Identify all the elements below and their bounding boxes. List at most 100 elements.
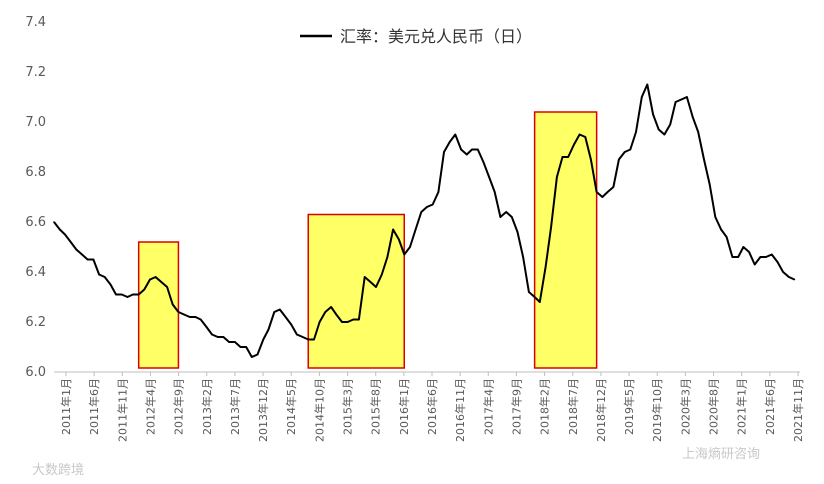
legend-label: 汇率：美元兑人民币（日）	[340, 27, 532, 46]
data-point	[318, 321, 321, 323]
data-point	[414, 228, 417, 231]
x-tick-label: 2015年3月	[341, 378, 355, 435]
x-tick-label: 2021年11月	[791, 378, 805, 442]
data-point	[307, 338, 310, 341]
data-point	[222, 336, 225, 338]
data-point	[115, 293, 117, 296]
data-point	[262, 338, 265, 341]
x-tick-label: 2017年4月	[481, 378, 495, 435]
data-point	[691, 116, 694, 118]
x-tick-label: 2019年10月	[650, 378, 664, 442]
data-point	[216, 336, 219, 338]
data-point	[386, 256, 389, 258]
data-point	[657, 128, 660, 131]
data-point	[618, 158, 620, 161]
data-point	[132, 293, 134, 296]
x-tick-label: 2013年12月	[256, 378, 270, 442]
data-point	[58, 228, 61, 231]
x-tick-label: 2011年1月	[59, 378, 73, 435]
data-point	[250, 356, 253, 358]
data-point	[714, 216, 717, 218]
data-point	[793, 278, 796, 281]
highlight-box-1	[137, 241, 180, 369]
watermark-right: 上海熵研咨询	[682, 446, 760, 462]
y-tick-label: 7.4	[25, 15, 46, 30]
data-point	[53, 221, 55, 223]
data-point	[199, 318, 202, 321]
x-tick-label: 2016年11月	[453, 378, 467, 442]
x-tick-label: 2018年12月	[594, 378, 608, 442]
data-point	[765, 256, 767, 258]
data-point	[482, 161, 485, 163]
data-point	[369, 281, 372, 283]
x-tick-label: 2018年2月	[538, 378, 552, 435]
data-point	[126, 296, 129, 298]
data-point	[573, 143, 575, 146]
data-point	[776, 261, 779, 263]
data-point	[680, 98, 683, 101]
data-point	[640, 96, 643, 98]
data-point	[194, 316, 197, 318]
data-point	[92, 258, 95, 261]
data-point	[335, 313, 338, 316]
highlight-regions	[137, 111, 598, 369]
data-point	[635, 131, 637, 133]
data-point	[296, 333, 298, 336]
legend: 汇率：美元兑人民币（日）	[300, 27, 532, 46]
data-point	[183, 313, 185, 316]
x-tick-label: 2018年7月	[566, 378, 580, 435]
data-point	[69, 241, 72, 243]
data-point	[301, 336, 304, 338]
data-point	[742, 246, 745, 248]
x-tick-label: 2016年6月	[425, 378, 439, 435]
x-tick-label: 2013年2月	[200, 378, 214, 435]
data-point	[663, 133, 666, 136]
data-point	[703, 158, 705, 161]
y-tick-label: 6.0	[25, 365, 46, 380]
data-point	[601, 196, 604, 198]
data-point	[454, 133, 457, 136]
data-point	[674, 101, 677, 103]
data-point	[284, 316, 287, 318]
y-axis-ticks: 6.0 6.2 6.4 6.6 6.8 7.0 7.2 7.4	[25, 15, 46, 380]
data-point	[567, 156, 570, 158]
data-point	[448, 141, 451, 143]
data-point	[476, 148, 479, 151]
data-point	[324, 311, 327, 313]
data-point	[753, 263, 756, 266]
data-point	[550, 226, 552, 228]
data-point	[81, 253, 83, 256]
data-point	[770, 253, 773, 256]
data-point	[228, 341, 230, 343]
data-point	[143, 288, 146, 291]
data-point	[697, 131, 700, 133]
data-point	[403, 253, 406, 256]
data-point	[103, 276, 106, 278]
x-axis-ticks: 2011年1月 2011年6月 2011年11月 2012年4月 2012年9月 2013…	[59, 372, 805, 442]
x-tick-label: 2014年10月	[312, 378, 326, 442]
data-point	[782, 271, 784, 273]
y-tick-label: 7.2	[25, 65, 46, 80]
data-point	[731, 256, 734, 258]
data-point	[177, 311, 180, 313]
data-point	[629, 148, 632, 151]
watermark-left: 大数跨境	[32, 463, 84, 478]
data-point	[708, 183, 711, 186]
data-point	[267, 328, 270, 331]
data-point	[578, 133, 581, 136]
x-tick-label: 2019年5月	[622, 378, 636, 435]
data-point	[341, 321, 343, 323]
x-tick-label: 2021年1月	[735, 378, 749, 435]
data-point	[239, 346, 242, 348]
data-point	[392, 228, 394, 231]
data-point	[409, 246, 411, 248]
x-tick-label: 2020年3月	[678, 378, 692, 435]
data-point	[516, 231, 519, 233]
data-point	[205, 326, 208, 328]
data-point	[188, 316, 191, 318]
data-point	[686, 96, 688, 98]
data-point	[522, 256, 524, 258]
data-point	[137, 293, 140, 296]
data-point	[595, 191, 598, 193]
